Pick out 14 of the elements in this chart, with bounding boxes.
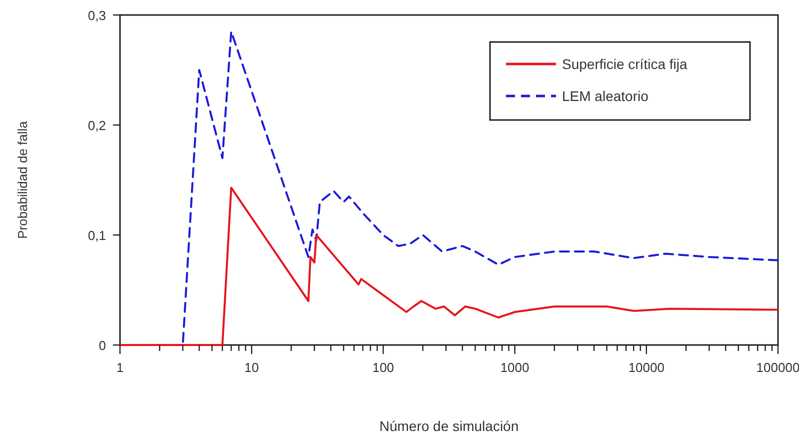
y-axis-title: Probabilidad de falla xyxy=(15,120,30,239)
x-tick-label: 1 xyxy=(116,360,124,375)
x-tick-label: 100000 xyxy=(756,360,799,375)
x-axis-title: Número de simulación xyxy=(379,418,519,434)
x-tick-label: 1000 xyxy=(500,360,530,375)
legend-label: Superficie crítica fija xyxy=(562,56,688,72)
y-tick-label: 0,3 xyxy=(88,8,106,23)
y-tick-label: 0,2 xyxy=(88,118,106,133)
x-tick-label: 10 xyxy=(244,360,259,375)
x-tick-label: 10000 xyxy=(628,360,664,375)
y-tick-label: 0,1 xyxy=(88,228,106,243)
legend-label: LEM aleatorio xyxy=(562,88,649,104)
x-tick-label: 100 xyxy=(372,360,394,375)
y-tick-label: 0 xyxy=(98,338,106,353)
